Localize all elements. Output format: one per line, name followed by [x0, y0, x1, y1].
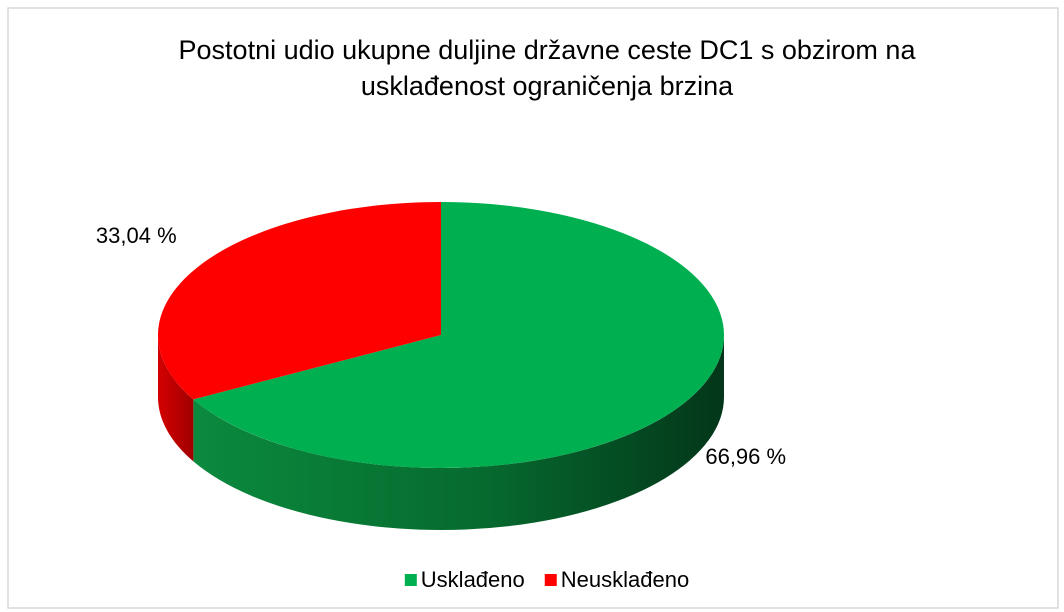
- legend-label: Usklađeno: [421, 567, 525, 592]
- chart-title: Postotni udio ukupne duljine državne ces…: [178, 35, 916, 101]
- legend-swatch: [404, 574, 417, 586]
- slice: [158, 202, 441, 400]
- legend-label: Neusklađeno: [561, 567, 689, 592]
- data-label: 66,96 %: [705, 444, 786, 469]
- legend-swatch: [544, 574, 557, 586]
- slice-side: [193, 335, 725, 530]
- slice-side: [158, 335, 194, 462]
- slice: [193, 202, 725, 468]
- data-label: 33,04 %: [96, 223, 177, 248]
